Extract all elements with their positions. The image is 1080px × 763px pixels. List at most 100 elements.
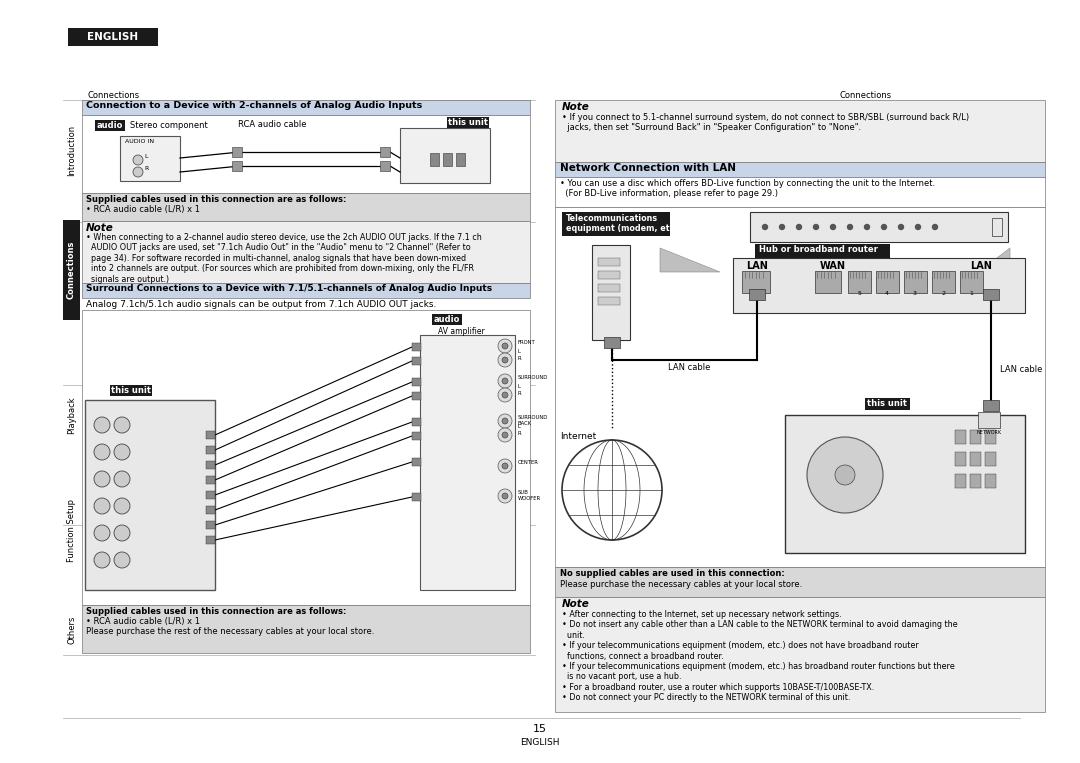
FancyBboxPatch shape	[411, 392, 421, 400]
Text: Connections: Connections	[840, 91, 892, 100]
Text: Connection to a Device with 2-channels of Analog Audio Inputs: Connection to a Device with 2-channels o…	[86, 101, 422, 110]
Text: L: L	[518, 424, 521, 429]
Text: LAN: LAN	[746, 261, 768, 271]
FancyBboxPatch shape	[985, 452, 996, 466]
Circle shape	[94, 498, 110, 514]
Circle shape	[94, 444, 110, 460]
Text: L: L	[518, 384, 521, 389]
FancyBboxPatch shape	[604, 337, 620, 348]
Text: R: R	[518, 391, 522, 396]
Text: R: R	[518, 356, 522, 361]
FancyBboxPatch shape	[978, 412, 1000, 428]
FancyBboxPatch shape	[848, 271, 870, 293]
Circle shape	[498, 353, 512, 367]
FancyBboxPatch shape	[82, 310, 530, 605]
Circle shape	[133, 167, 143, 177]
FancyBboxPatch shape	[443, 153, 453, 166]
Text: this unit: this unit	[448, 118, 488, 127]
FancyBboxPatch shape	[983, 289, 999, 300]
Polygon shape	[955, 248, 1010, 290]
FancyBboxPatch shape	[232, 147, 242, 157]
Text: NETWORK: NETWORK	[976, 430, 1001, 435]
FancyBboxPatch shape	[232, 161, 242, 171]
FancyBboxPatch shape	[380, 161, 390, 171]
FancyBboxPatch shape	[970, 452, 981, 466]
Circle shape	[498, 414, 512, 428]
FancyBboxPatch shape	[733, 258, 1025, 313]
Circle shape	[835, 465, 855, 485]
FancyBboxPatch shape	[411, 493, 421, 501]
FancyBboxPatch shape	[206, 431, 215, 439]
FancyBboxPatch shape	[95, 120, 125, 131]
FancyBboxPatch shape	[750, 212, 1008, 242]
FancyBboxPatch shape	[904, 271, 927, 293]
FancyBboxPatch shape	[411, 458, 421, 466]
Text: LAN cable: LAN cable	[1000, 365, 1042, 374]
FancyBboxPatch shape	[82, 115, 530, 193]
Circle shape	[114, 498, 130, 514]
Text: SURROUND
BACK: SURROUND BACK	[518, 415, 549, 426]
FancyBboxPatch shape	[82, 605, 530, 653]
Circle shape	[881, 224, 887, 230]
FancyBboxPatch shape	[815, 271, 841, 293]
Text: Note: Note	[86, 223, 113, 233]
Text: AUDIO IN: AUDIO IN	[125, 139, 154, 144]
FancyBboxPatch shape	[82, 100, 530, 115]
FancyBboxPatch shape	[555, 177, 1045, 207]
Text: RCA audio cable: RCA audio cable	[238, 120, 307, 129]
Text: ENGLISH: ENGLISH	[87, 32, 138, 42]
Text: Stereo component: Stereo component	[130, 121, 207, 130]
Text: • RCA audio cable (L/R) x 1: • RCA audio cable (L/R) x 1	[86, 205, 200, 214]
Text: Note: Note	[562, 102, 590, 112]
FancyBboxPatch shape	[985, 430, 996, 444]
Circle shape	[807, 437, 883, 513]
FancyBboxPatch shape	[430, 153, 438, 166]
FancyBboxPatch shape	[206, 491, 215, 499]
Text: audio: audio	[97, 121, 123, 130]
FancyBboxPatch shape	[993, 218, 1002, 236]
FancyBboxPatch shape	[865, 398, 910, 410]
Text: 2: 2	[941, 291, 945, 296]
Circle shape	[831, 224, 836, 230]
FancyBboxPatch shape	[206, 446, 215, 454]
Text: SUB
WOOFER: SUB WOOFER	[518, 490, 541, 501]
FancyBboxPatch shape	[206, 521, 215, 529]
FancyBboxPatch shape	[411, 418, 421, 426]
FancyBboxPatch shape	[598, 284, 620, 292]
FancyBboxPatch shape	[932, 271, 955, 293]
Circle shape	[848, 224, 852, 230]
Text: Analog 7.1ch/5.1ch audio signals can be output from 7.1ch AUDIO OUT jacks.: Analog 7.1ch/5.1ch audio signals can be …	[86, 300, 436, 309]
Text: Playback: Playback	[67, 396, 77, 434]
Text: Surround Connections to a Device with 7.1/5.1-channels of Analog Audio Inputs: Surround Connections to a Device with 7.…	[86, 284, 492, 293]
Text: Telecommunications
equipment (modem, etc.): Telecommunications equipment (modem, etc…	[566, 214, 681, 233]
FancyBboxPatch shape	[82, 283, 530, 298]
Text: Supplied cables used in this connection are as follows:: Supplied cables used in this connection …	[86, 607, 347, 616]
FancyBboxPatch shape	[555, 567, 1045, 597]
FancyBboxPatch shape	[970, 430, 981, 444]
Text: • RCA audio cable (L/R) x 1
Please purchase the rest of the necessary cables at : • RCA audio cable (L/R) x 1 Please purch…	[86, 617, 375, 636]
Text: L: L	[518, 349, 521, 354]
Circle shape	[502, 392, 508, 398]
Text: R: R	[144, 166, 148, 170]
Text: this unit: this unit	[867, 400, 907, 408]
Circle shape	[502, 418, 508, 424]
FancyBboxPatch shape	[432, 314, 462, 325]
FancyBboxPatch shape	[985, 474, 996, 488]
Text: CENTER: CENTER	[518, 460, 539, 465]
FancyBboxPatch shape	[598, 297, 620, 305]
Text: R: R	[518, 431, 522, 436]
Text: 15: 15	[534, 724, 546, 734]
FancyBboxPatch shape	[785, 415, 1025, 553]
FancyBboxPatch shape	[598, 271, 620, 279]
Text: Supplied cables used in this connection are as follows:: Supplied cables used in this connection …	[86, 195, 347, 204]
Circle shape	[502, 432, 508, 438]
Text: 5: 5	[858, 291, 861, 296]
Text: Please purchase the necessary cables at your local store.: Please purchase the necessary cables at …	[561, 580, 802, 589]
Text: this unit: this unit	[111, 386, 151, 395]
Circle shape	[562, 440, 662, 540]
Circle shape	[498, 459, 512, 473]
FancyBboxPatch shape	[598, 258, 620, 266]
FancyBboxPatch shape	[82, 221, 530, 283]
FancyBboxPatch shape	[411, 378, 421, 386]
Text: • You can use a disc which offers BD-Live function by connecting the unit to the: • You can use a disc which offers BD-Liv…	[561, 179, 935, 198]
